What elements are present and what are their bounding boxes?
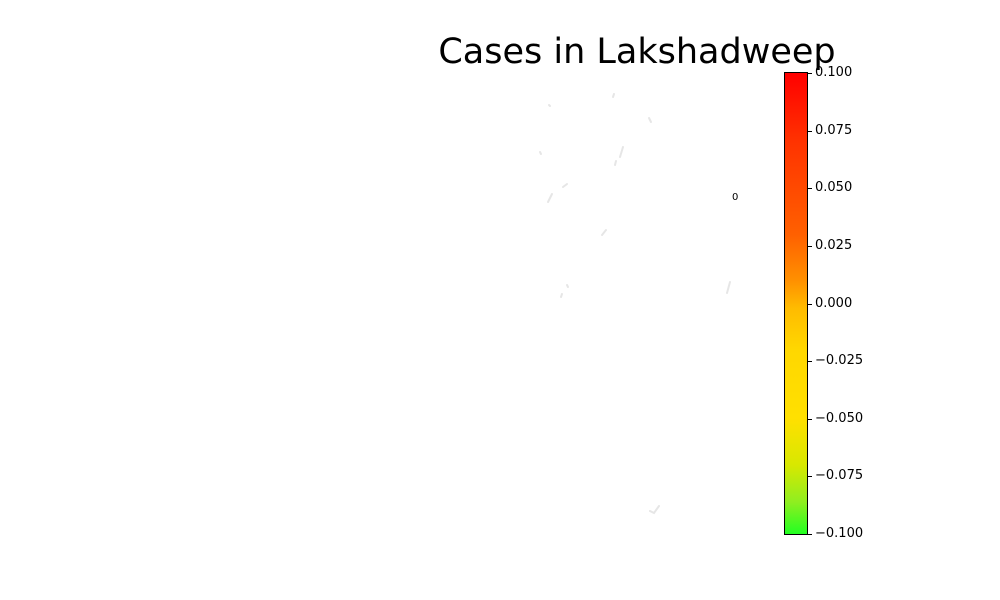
island [566,284,569,288]
colorbar-tick [807,419,812,420]
island [612,93,615,98]
map-title: Cases in Lakshadweep [438,32,836,72]
island [547,193,553,203]
colorbar-tick [807,131,812,132]
colorbar-tick-label: −0.025 [815,353,864,368]
colorbar-tick-label: 0.100 [815,65,853,80]
colorbar-tick [807,361,812,362]
island [614,160,617,166]
colorbar-tick-label: 0.050 [815,180,853,195]
island [648,117,652,123]
colorbar-tick-label: 0.025 [815,238,853,253]
colorbar-tick-label: −0.100 [815,526,864,541]
colorbar-tick [807,476,812,477]
island [601,229,607,236]
island [560,293,563,298]
region-count-label: 0 [732,192,739,203]
colorbar-tick [807,188,812,189]
colorbar-tick-label: 0.000 [815,296,853,311]
colorbar [784,72,808,535]
colorbar-tick [807,534,812,535]
island [649,505,660,515]
colorbar-tick [807,304,812,305]
colorbar-tick [807,73,812,74]
colorbar-tick [807,246,812,247]
colorbar-tick-label: −0.075 [815,468,864,483]
island [562,183,568,188]
island [726,281,731,294]
colorbar-tick-label: 0.075 [815,123,853,138]
island [548,104,551,107]
island [539,151,542,155]
island [619,146,624,158]
colorbar-tick-label: −0.050 [815,411,864,426]
